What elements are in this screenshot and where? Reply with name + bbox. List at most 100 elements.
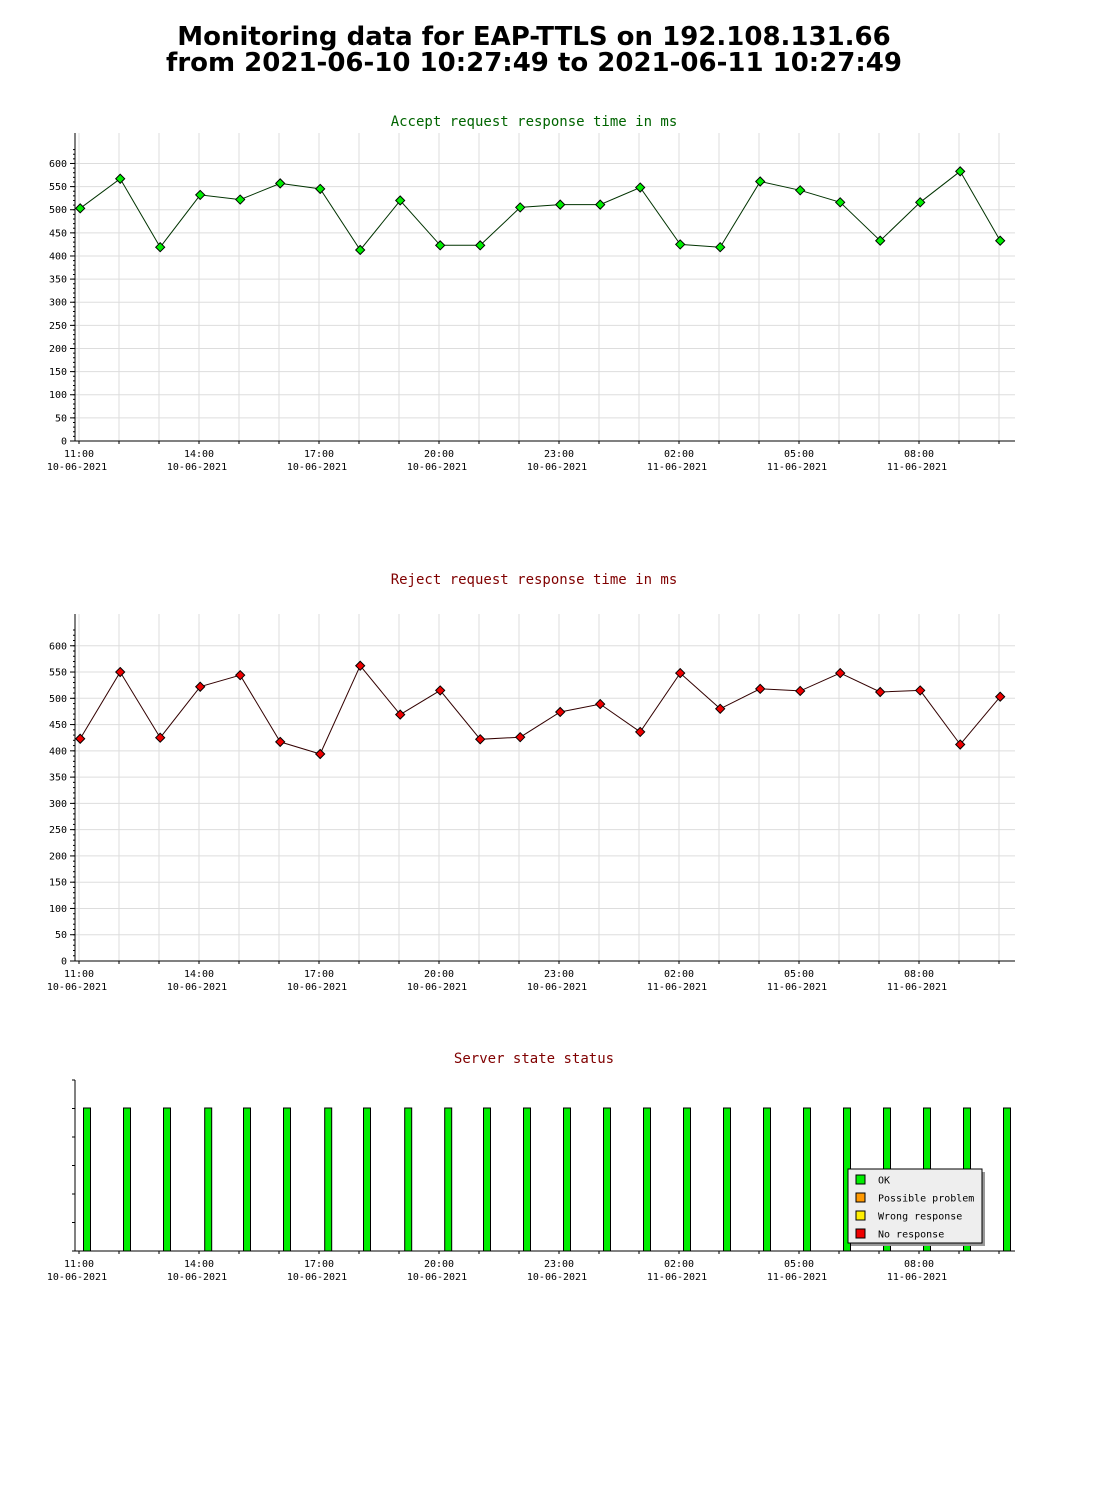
x-tick-date-label: 11-06-2021: [647, 982, 707, 993]
data-point: [954, 739, 966, 750]
x-tick-date-label: 11-06-2021: [887, 1272, 947, 1283]
status-bar: [723, 1107, 731, 1252]
x-tick-date-label: 11-06-2021: [767, 982, 827, 993]
data-point: [394, 195, 406, 206]
x-tick-time-label: 14:00: [184, 449, 214, 460]
x-tick-time-label: 20:00: [424, 969, 454, 980]
x-tick-date-label: 10-06-2021: [527, 462, 587, 473]
accept-response-chart-svg: Accept request response time in ms 0 50 100…: [47, 114, 1015, 473]
x-tick-date-label: 10-06-2021: [167, 462, 227, 473]
x-tick-time-label: 11:00: [64, 449, 94, 460]
data-point: [194, 681, 206, 692]
data-point: [474, 240, 486, 251]
data-point: [834, 667, 846, 679]
y-tick-label: 150: [49, 878, 67, 889]
x-tick-date-label: 10-06-2021: [527, 1272, 587, 1283]
x-tick-date-label: 10-06-2021: [407, 462, 467, 473]
x-tick-date-label: 10-06-2021: [287, 1272, 347, 1283]
status-bar: [243, 1107, 251, 1252]
x-tick-time-label: 02:00: [664, 1259, 694, 1270]
data-point: [434, 240, 446, 251]
data-point: [834, 197, 846, 208]
y-tick-label: 50: [55, 930, 67, 941]
x-tick-date-label: 10-06-2021: [167, 1272, 227, 1283]
legend-swatch: [855, 1210, 866, 1221]
x-tick-time-label: 20:00: [424, 1259, 454, 1270]
data-point: [74, 203, 86, 214]
x-tick-date-label: 10-06-2021: [407, 1272, 467, 1283]
y-tick-label: 600: [49, 641, 67, 652]
y-tick-label: 350: [49, 275, 67, 286]
data-point: [674, 239, 686, 250]
x-tick-time-label: 14:00: [184, 969, 214, 980]
legend-swatch: [855, 1192, 866, 1203]
x-tick-time-label: 05:00: [784, 449, 814, 460]
y-tick-label: 450: [49, 720, 67, 731]
x-tick-time-label: 02:00: [664, 449, 694, 460]
x-tick-time-label: 05:00: [784, 969, 814, 980]
page-title-line-2: from 2021-06-10 10:27:49 to 2021-06-11 1…: [166, 48, 902, 78]
status-bar: [1003, 1107, 1011, 1252]
data-point: [354, 244, 366, 256]
status-bar: [123, 1107, 131, 1252]
reject-response-chart-svg: Reject request response time in ms 0 50 100…: [47, 572, 1015, 993]
x-tick-time-label: 05:00: [784, 1259, 814, 1270]
y-tick-label: 400: [49, 251, 67, 262]
data-point: [874, 686, 886, 698]
status-bar: [83, 1107, 91, 1252]
x-tick-time-label: 23:00: [544, 969, 574, 980]
x-tick-time-label: 20:00: [424, 449, 454, 460]
data-point: [634, 182, 646, 193]
data-point: [114, 666, 126, 678]
x-tick-date-label: 11-06-2021: [647, 462, 707, 473]
data-point: [274, 178, 286, 189]
server-state-chart: Server state status 11:00 10-06-2021 14:00 1…: [0, 1046, 1100, 1296]
data-point: [154, 241, 166, 253]
data-point: [874, 235, 886, 246]
y-tick-label: 500: [49, 694, 67, 705]
x-tick-date-label: 11-06-2021: [887, 982, 947, 993]
y-tick-label: 550: [49, 182, 67, 193]
status-bar: [444, 1107, 453, 1252]
data-point: [634, 726, 646, 738]
data-point: [994, 235, 1006, 246]
y-tick-label: 0: [61, 957, 67, 968]
data-point: [554, 706, 566, 718]
x-tick-time-label: 11:00: [64, 1259, 94, 1270]
y-tick-label: 100: [49, 390, 67, 401]
data-point: [594, 698, 606, 710]
status-bar: [643, 1107, 651, 1252]
data-point: [74, 733, 86, 744]
y-tick-label: 250: [49, 321, 67, 332]
data-point: [714, 703, 726, 715]
status-bar: [324, 1107, 333, 1252]
x-tick-date-label: 11-06-2021: [767, 1272, 827, 1283]
data-point: [194, 189, 206, 201]
legend-label: Possible problem: [878, 1194, 974, 1205]
data-point: [354, 660, 366, 671]
data-point: [754, 176, 766, 187]
data-point: [394, 709, 406, 720]
legend-label: OK: [878, 1176, 890, 1187]
page-title: Monitoring data for EAP-TTLS on 192.108.…: [0, 24, 1068, 76]
x-tick-date-label: 10-06-2021: [47, 462, 107, 473]
data-point: [554, 199, 566, 210]
x-tick-date-label: 10-06-2021: [287, 982, 347, 993]
data-point: [474, 734, 486, 745]
status-bar: [404, 1107, 413, 1252]
y-tick-label: 350: [49, 773, 67, 784]
x-tick-time-label: 17:00: [304, 1259, 334, 1270]
reject-response-chart: Reject request response time in ms 0 50 100…: [0, 566, 1100, 1006]
x-tick-time-label: 23:00: [544, 449, 574, 460]
chart-title: Accept request response time in ms: [391, 114, 678, 130]
x-tick-date-label: 10-06-2021: [407, 982, 467, 993]
y-tick-label: 250: [49, 825, 67, 836]
data-point: [314, 183, 326, 195]
data-point: [794, 685, 806, 697]
y-tick-label: 100: [49, 904, 67, 915]
data-point: [234, 194, 246, 205]
data-point: [114, 173, 126, 184]
x-tick-date-label: 11-06-2021: [767, 462, 827, 473]
data-point: [314, 748, 326, 760]
y-tick-label: 400: [49, 746, 67, 757]
